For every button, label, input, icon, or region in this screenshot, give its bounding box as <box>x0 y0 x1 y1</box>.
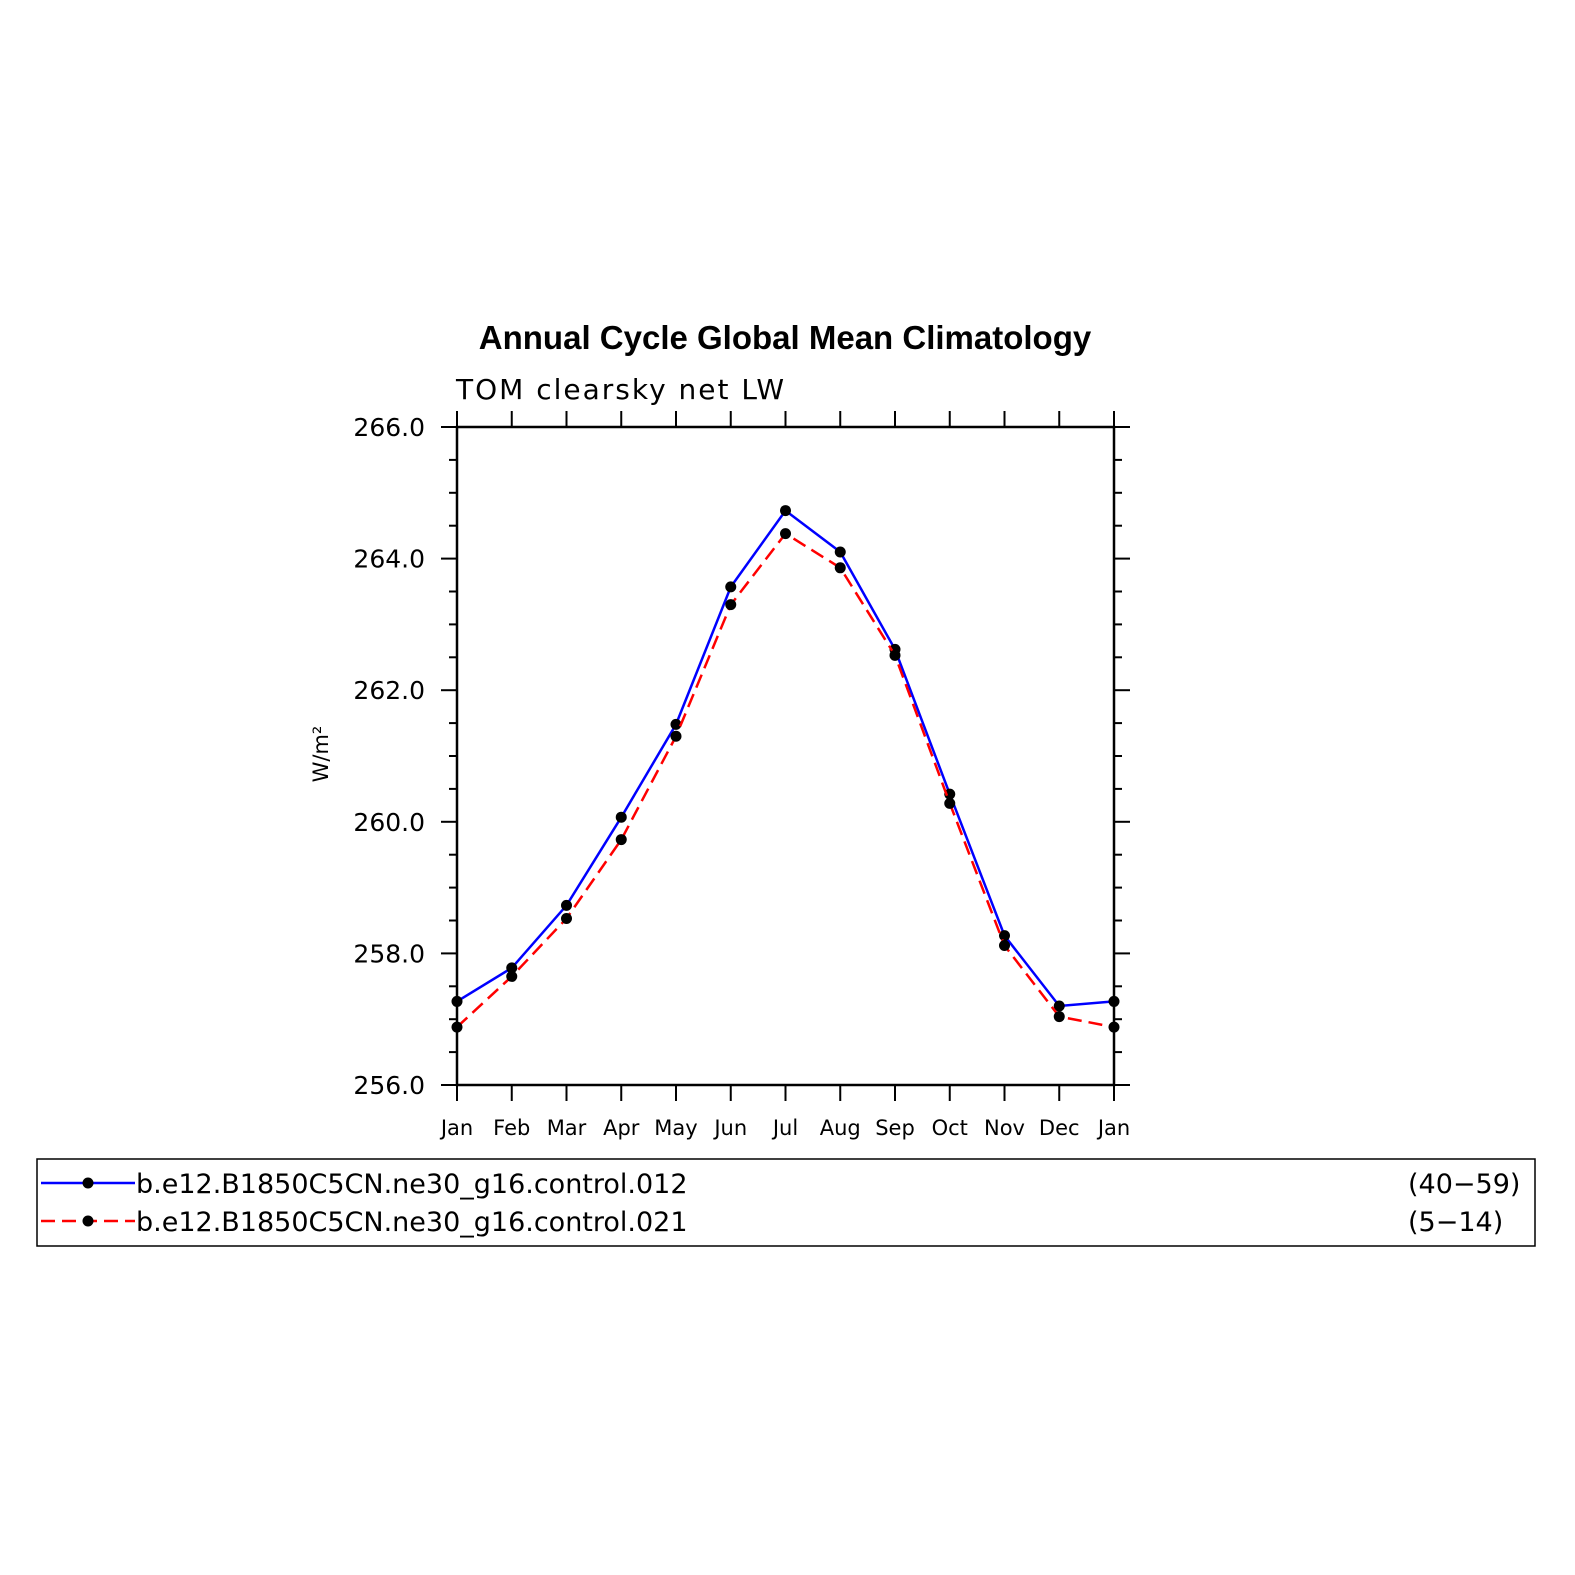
data-point <box>1053 1000 1065 1012</box>
x-tick-label: May <box>654 1116 697 1140</box>
data-point <box>944 797 956 809</box>
x-tick-label: Jan <box>1096 1116 1130 1140</box>
legend-marker <box>82 1177 94 1189</box>
data-point <box>451 1021 463 1033</box>
chart-subtitle: TOM clearsky net LW <box>455 373 786 406</box>
series-2 <box>451 528 1120 1033</box>
data-point <box>725 581 737 593</box>
legend-series-name: b.e12.B1850C5CN.ne30_g16.control.012 <box>136 1169 688 1200</box>
data-point <box>1108 1021 1120 1033</box>
data-point <box>834 546 846 558</box>
x-tick-label: Dec <box>1039 1116 1080 1140</box>
legend-box <box>36 1158 1536 1247</box>
x-tick-label: Aug <box>820 1116 861 1140</box>
y-tick-label: 260.0 <box>353 808 425 837</box>
y-tick-label: 264.0 <box>353 545 425 574</box>
x-tick-label: Apr <box>603 1116 640 1140</box>
series-line <box>456 531 1115 1029</box>
data-point <box>1108 995 1120 1007</box>
data-point <box>561 899 572 911</box>
data-point <box>1053 1011 1065 1023</box>
plot-frame <box>455 425 1116 1087</box>
legend-marker <box>82 1215 94 1227</box>
data-point <box>999 930 1010 942</box>
x-tick-label: Jun <box>712 1116 747 1140</box>
x-tick-label: Jan <box>439 1116 473 1140</box>
data-point <box>451 995 463 1007</box>
data-point <box>944 788 956 800</box>
x-tick-label: Oct <box>932 1116 968 1140</box>
x-tick-label: Mar <box>547 1116 587 1140</box>
chart-title: Annual Cycle Global Mean Climatology <box>479 319 1092 356</box>
y-tick-label: 262.0 <box>353 676 425 705</box>
axes: 256.0 258.0 260.0 262.0 264.0 266.0 Jan Feb Mar A… <box>353 411 1130 1140</box>
data-point <box>889 649 901 661</box>
y-tick-label: 256.0 <box>353 1071 425 1100</box>
data-point <box>834 562 846 574</box>
data-point <box>670 730 682 742</box>
data-point <box>780 528 791 540</box>
legend-series-years: (5−14) <box>1408 1207 1503 1238</box>
data-point <box>780 505 791 517</box>
legend-entry-2: b.e12.B1850C5CN.ne30_g16.control.021 (5−1… <box>41 1207 1503 1238</box>
legend: b.e12.B1850C5CN.ne30_g16.control.012 (40−… <box>36 1158 1536 1247</box>
x-tick-label: Feb <box>493 1116 530 1140</box>
data-point <box>999 940 1010 952</box>
data-point <box>506 970 518 982</box>
data-point <box>725 599 737 611</box>
x-tick-label: Nov <box>984 1116 1025 1140</box>
y-tick-label: 266.0 <box>353 413 425 442</box>
x-tick-label: Jul <box>771 1116 798 1140</box>
legend-entry-1: b.e12.B1850C5CN.ne30_g16.control.012 (40−… <box>41 1169 1520 1200</box>
series-lines <box>451 505 1120 1033</box>
legend-series-years: (40−59) <box>1408 1169 1520 1200</box>
y-tick-label: 258.0 <box>353 939 425 968</box>
data-point <box>615 811 627 823</box>
y-axis-label: W/m² <box>309 726 333 783</box>
x-tick-label: Sep <box>875 1116 915 1140</box>
legend-series-name: b.e12.B1850C5CN.ne30_g16.control.021 <box>136 1207 688 1238</box>
data-point <box>561 913 572 925</box>
data-point <box>506 962 518 974</box>
data-point <box>670 718 682 730</box>
data-point <box>615 834 627 846</box>
